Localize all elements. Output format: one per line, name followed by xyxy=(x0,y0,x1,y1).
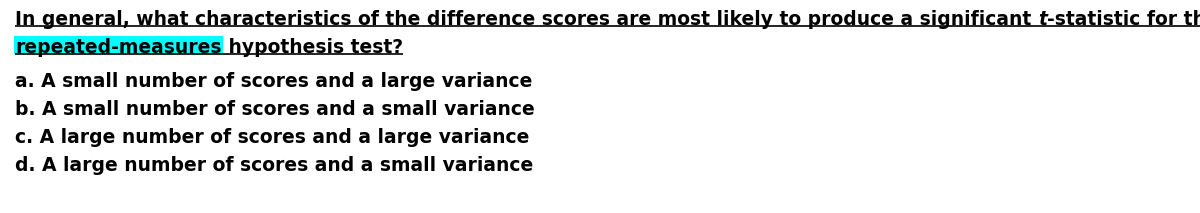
Text: t: t xyxy=(1038,10,1046,29)
Text: a. A small number of scores and a large variance: a. A small number of scores and a large … xyxy=(14,72,533,91)
Text: In general, what characteristics of the difference scores are most likely to pro: In general, what characteristics of the … xyxy=(14,10,1038,29)
Text: -statistic for the: -statistic for the xyxy=(1046,10,1200,29)
Text: b. A small number of scores and a small variance: b. A small number of scores and a small … xyxy=(14,100,535,119)
FancyBboxPatch shape xyxy=(14,36,222,54)
Text: hypothesis test?: hypothesis test? xyxy=(222,38,403,57)
Text: c. A large number of scores and a large variance: c. A large number of scores and a large … xyxy=(14,128,529,147)
Text: d. A large number of scores and a small variance: d. A large number of scores and a small … xyxy=(14,156,533,175)
Text: repeated-measures: repeated-measures xyxy=(14,38,222,57)
